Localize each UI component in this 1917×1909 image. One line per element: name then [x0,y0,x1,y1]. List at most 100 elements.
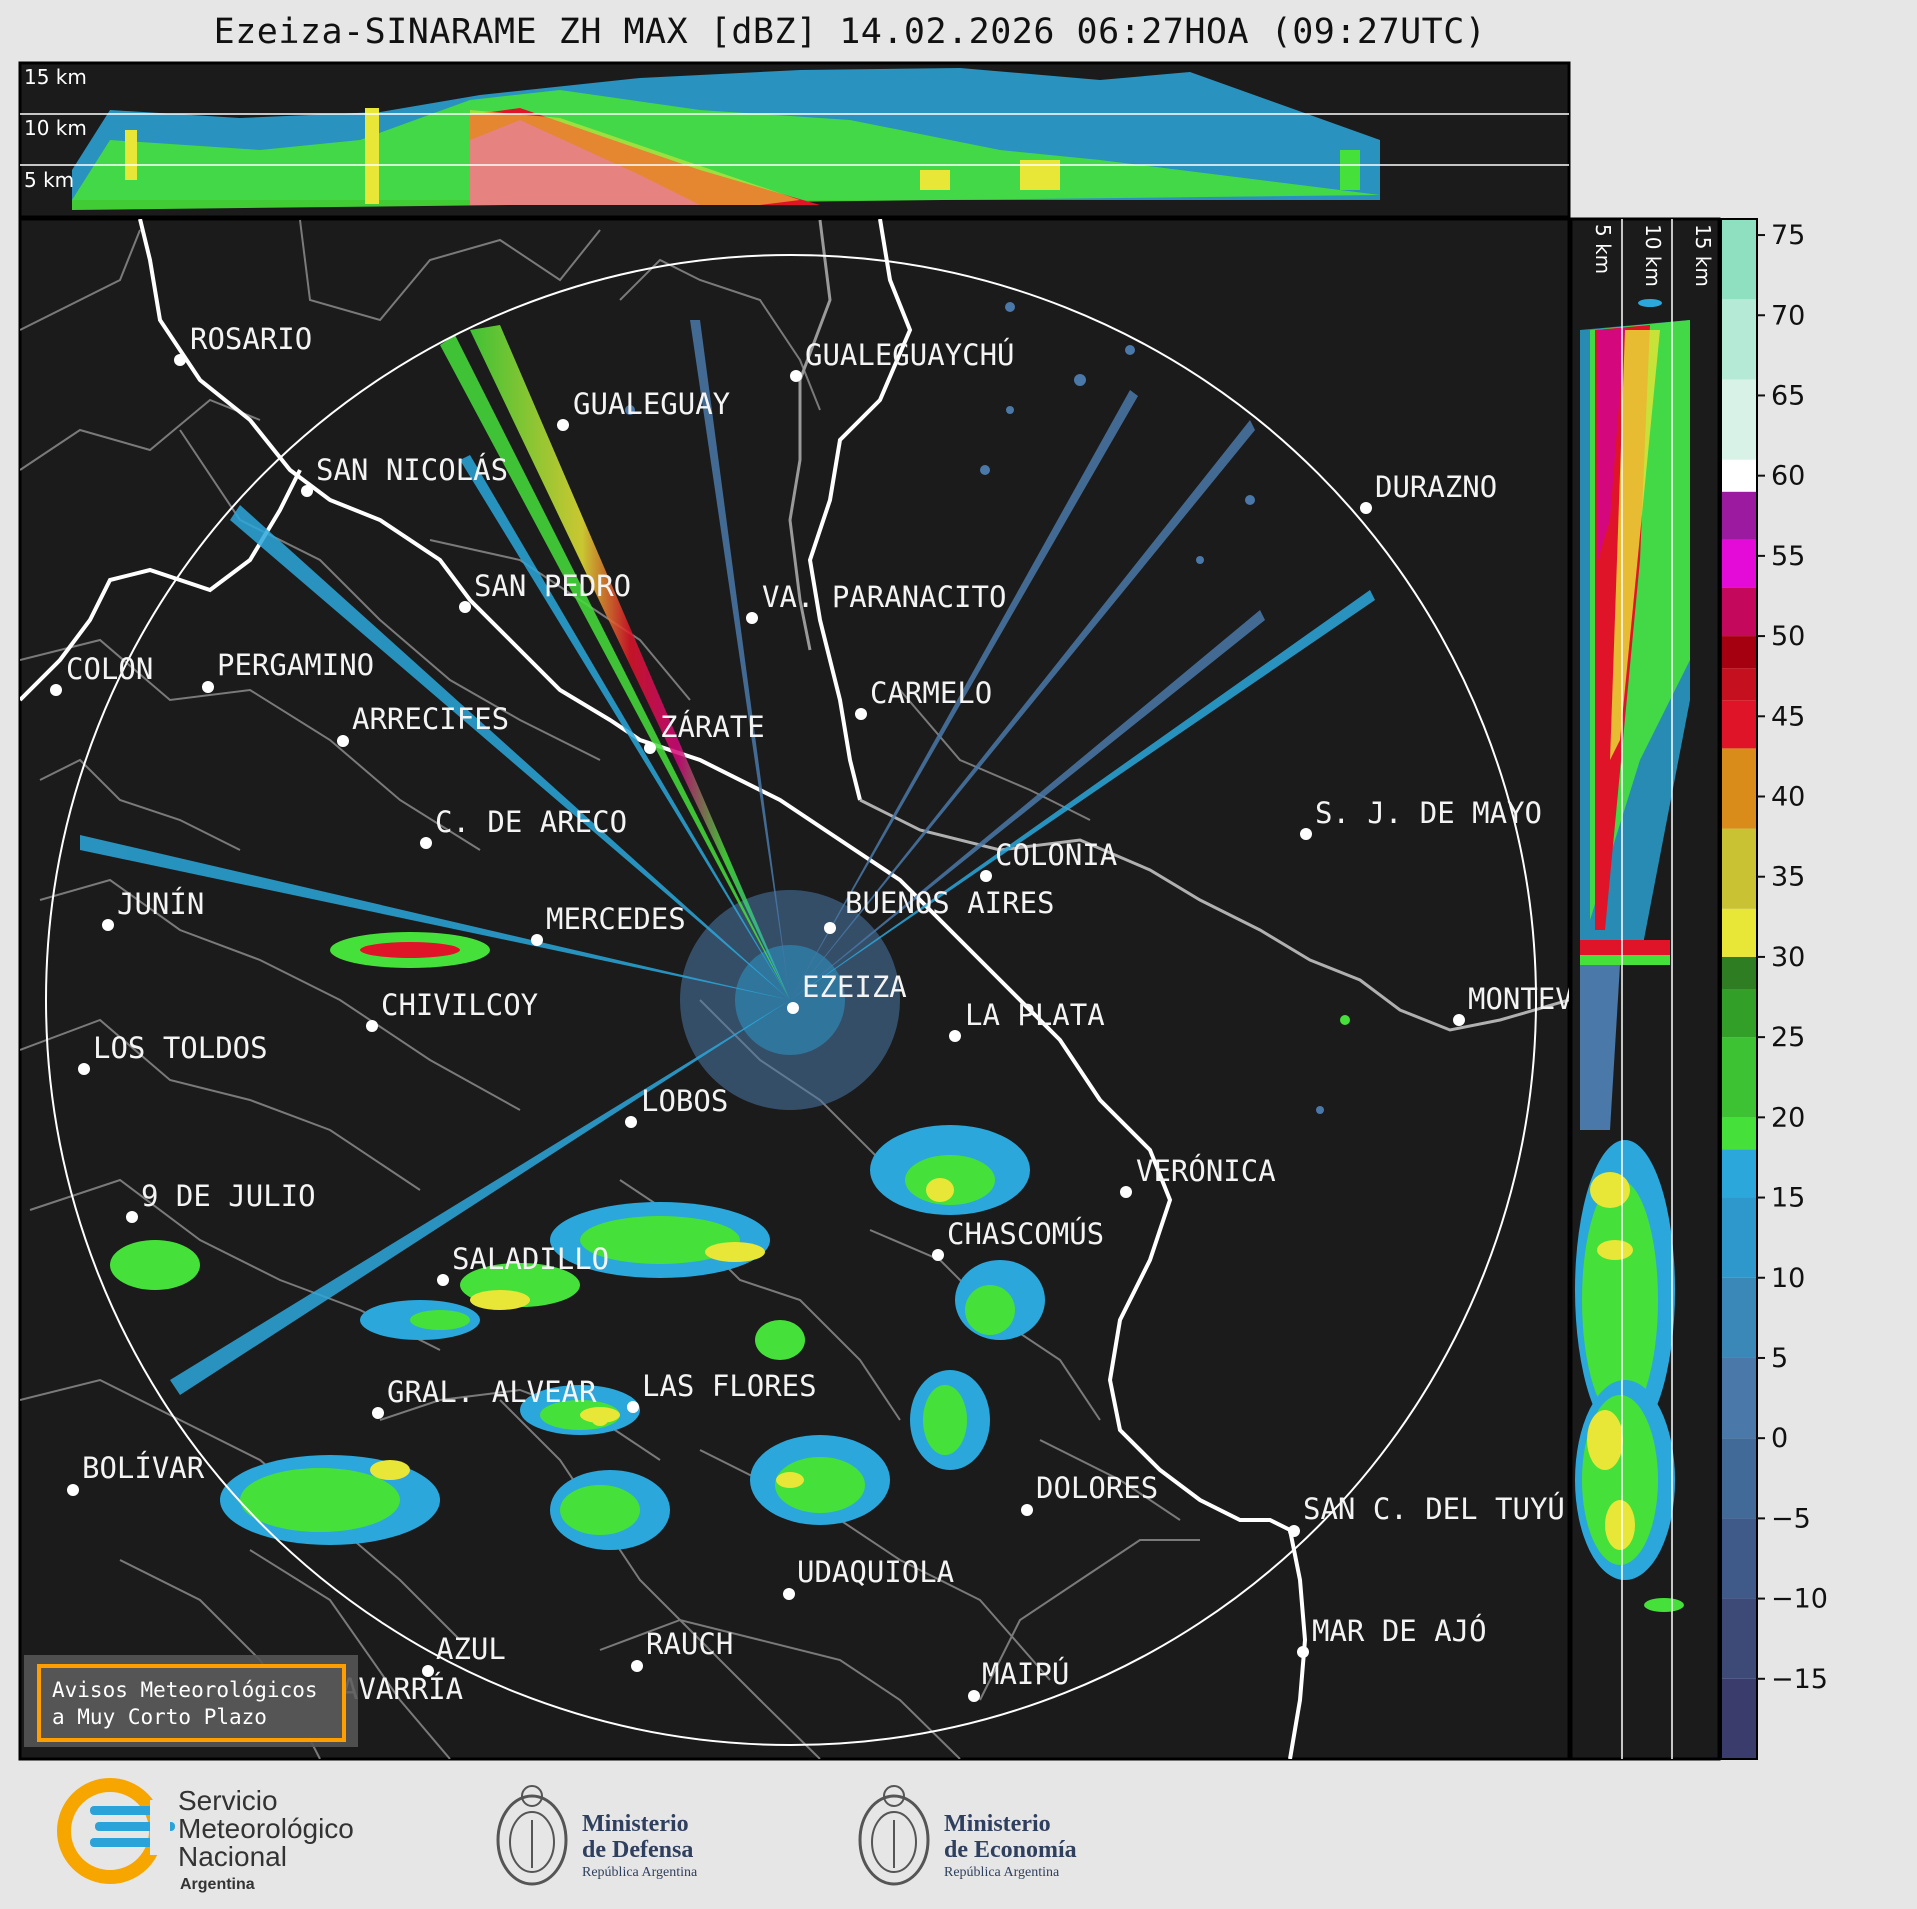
notice-box[interactable]: Avisos Meteorológicos a Muy Corto Plazo [24,1655,358,1747]
place-label-sj-de-mayo: S. J. DE MAYO [1315,796,1542,830]
colorbar-tick-label: 55 [1771,541,1805,572]
top-echo-yellow [470,110,800,205]
place-label-ezeiza: EZEIZA [802,970,907,1004]
place-label-mercedes: MERCEDES [546,902,686,936]
colorbar-band [1721,1518,1757,1599]
colorbar-tick-label: 35 [1771,862,1805,893]
top-altitude-panel: 15 km 10 km 5 km [18,61,1571,219]
colorbar-tick-label: 70 [1771,300,1805,331]
defensa-line-1: Ministerio [582,1811,689,1837]
place-label-udaquiola: UDAQUIOLA [797,1555,954,1589]
place-label-carmelo: CARMELO [870,676,992,710]
scattered-echoes [625,302,1350,1114]
place-label-gral-alvear: GRAL. ALVEAR [387,1375,597,1409]
place-label-bolivar: BOLÍVAR [82,1451,205,1485]
place-label-veronica: VERÓNICA [1136,1154,1276,1188]
right-alt-label-10: 10 km [1641,224,1665,287]
colorbar-band [1721,587,1757,637]
colorbar-tick-label: 45 [1771,701,1805,732]
top-alt-label-5: 5 km [24,168,74,192]
place-label-chascomus: CHASCOMÚS [947,1217,1104,1251]
colorbar-tick-label: 25 [1771,1022,1805,1053]
strong-beam-nw [470,325,790,1000]
river-uruguay [788,219,832,651]
colorbar-tick-label: −5 [1771,1503,1811,1534]
place-label-los-toldos: LOS TOLDOS [93,1031,268,1065]
economia-line-1: Ministerio [944,1811,1051,1837]
colorbar-band [1721,828,1757,909]
spoke-echoes [80,320,1375,1395]
place-label-mar-de-ajo: MAR DE AJÓ [1312,1614,1487,1648]
place-label-san-nicolas: SAN NICOLÁS [316,453,508,487]
economia-line-2: de Economía [944,1837,1077,1863]
smn-line-2: Meteorológico [178,1813,354,1844]
smn-logo: Servicio Meteorológico Nacional Argentin… [57,1778,354,1893]
place-label-buenos-aires: BUENOS AIRES [845,886,1055,920]
colorbar-band [1721,668,1757,701]
colorbar-tick-label: 75 [1771,220,1805,251]
colorbar-bands [1721,219,1757,1759]
colorbar-band [1721,459,1757,492]
place-label-gualeguay: GUALEGUAY [573,387,730,421]
smn-line-3: Nacional [178,1841,287,1872]
radar-range-ring [45,254,1537,1746]
place-label-montevideo: MONTEVIDEO [1468,982,1643,1016]
defensa-logo: Ministerio de Defensa República Argentin… [496,1785,698,1886]
radar-map: ROSARIO GUALEGUAYCHÚ GUALEGUAY SAN NICOL… [18,217,1643,1761]
place-label-rauch: RAUCH [646,1627,733,1661]
place-label-lobos: LOBOS [641,1084,728,1118]
colorbar-tick-label: 0 [1771,1423,1788,1454]
place-label-colonia: COLONIA [995,838,1117,872]
place-label-pergamino: PERGAMINO [217,648,374,682]
colorbar-tick-label: 5 [1771,1343,1788,1374]
place-label-colon: COLON [66,652,153,686]
colorbar-band [1721,1598,1757,1679]
colorbar-tick-label: 20 [1771,1102,1805,1133]
top-echo-column [365,108,379,204]
colorbar-band [1721,1037,1757,1118]
defensa-line-2: de Defensa [582,1837,693,1863]
colorbar-band [1721,1678,1757,1759]
place-label-san-c-del-tuyu: SAN C. DEL TUYÚ [1303,1492,1565,1526]
right-alt-label-5: 5 km [1591,224,1615,274]
place-label-durazno: DURAZNO [1375,470,1497,504]
top-alt-label-10: 10 km [24,116,87,140]
place-label-va-paranacito: VA. PARANACITO [762,580,1006,614]
chart-title: Ezeiza-SINARAME ZH MAX [dBZ] 14.02.2026 … [213,12,1487,52]
place-label-9-de-julio: 9 DE JULIO [141,1179,316,1213]
place-label-rosario: ROSARIO [190,322,312,356]
coat-of-arms-icon-2 [858,1794,930,1886]
colorbar-band [1721,748,1757,829]
place-label-azul: AZUL [436,1632,506,1666]
colorbar-band [1721,908,1757,957]
place-label-junin: JUNÍN [117,887,204,921]
colorbar-band [1721,299,1757,380]
place-label-san-pedro: SAN PEDRO [474,569,631,603]
colorbar-band [1721,379,1757,460]
economia-logo: Ministerio de Economía República Argenti… [858,1785,1077,1886]
colorbar-band [1721,1197,1757,1278]
colorbar-tick-label: 60 [1771,461,1805,492]
right-alt-label-15: 15 km [1691,224,1715,287]
notice-line-2: a Muy Corto Plazo [52,1705,267,1729]
colorbar-tick-label: −15 [1771,1664,1828,1695]
defensa-line-3: República Argentina [582,1865,698,1880]
colorbar-band [1721,956,1757,989]
colorbar-band [1721,491,1757,540]
place-label-la-plata: LA PLATA [965,998,1105,1032]
place-label-zarate: ZÁRATE [660,710,765,744]
coat-of-arms-icon [496,1794,568,1886]
colorbar-band [1721,700,1757,749]
place-label-las-flores: LAS FLORES [642,1369,817,1403]
coastline-borders [20,219,1308,1759]
top-alt-label-15: 15 km [24,65,87,89]
colorbar-tick-label: 40 [1771,782,1805,813]
place-label-chivilcoy: CHIVILCOY [381,988,538,1022]
footer-logos: Servicio Meteorológico Nacional Argentin… [57,1778,1077,1893]
place-label-maipu: MAIPÚ [982,1657,1069,1691]
colorbar-tick-label: 15 [1771,1183,1805,1214]
storm-cells [110,932,1045,1550]
colorbar-band [1721,636,1757,669]
